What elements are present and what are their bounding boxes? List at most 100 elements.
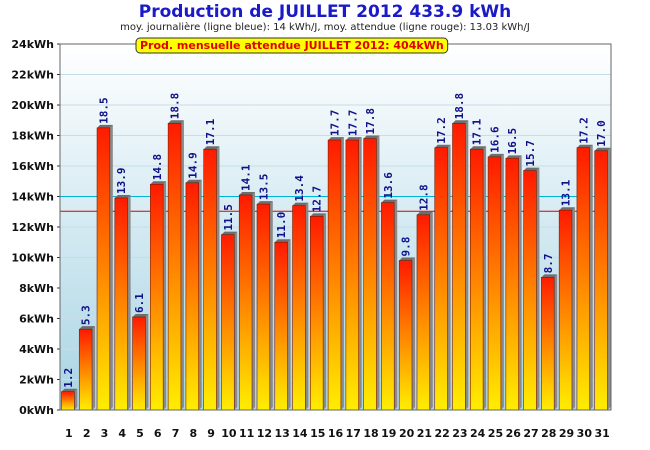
- data-labels: 1.2 5.3 18.5 13.9 6.1 14.8 18.8 14.9 17.1 11.5 14.…: [62, 93, 608, 388]
- data-label: 17.8: [364, 108, 377, 135]
- data-label: 15.7: [524, 140, 537, 167]
- bar-top: [328, 137, 344, 141]
- annotation-text: Prod. mensuelle attendue JUILLET 2012: 4…: [140, 39, 444, 52]
- bar: [274, 241, 288, 411]
- x-tick-label: 31: [594, 427, 609, 440]
- data-label: 5.3: [80, 305, 93, 325]
- bar-side: [109, 124, 113, 410]
- bar: [150, 184, 164, 411]
- bar-side: [340, 137, 344, 410]
- bar-top: [114, 195, 131, 199]
- x-tick-label: 21: [417, 427, 432, 440]
- x-tick-label: 2: [83, 427, 91, 440]
- x-tick-label: 13: [275, 427, 290, 440]
- bar-side: [447, 144, 451, 410]
- x-tick-label: 14: [292, 427, 308, 440]
- bar-side: [607, 147, 611, 410]
- bar-side: [305, 202, 309, 410]
- bar: [487, 156, 502, 411]
- chart-title: Production de JUILLET 2012 433.9 kWh: [138, 2, 512, 22]
- y-tick-label: 2kWh: [19, 374, 54, 387]
- annotation-box: [135, 37, 449, 54]
- x-tick-label: 29: [559, 427, 574, 440]
- data-label: 18.8: [453, 93, 466, 120]
- data-label: 17.7: [329, 110, 342, 137]
- data-label: 13.1: [560, 179, 573, 206]
- bar-top: [239, 191, 256, 195]
- y-tick-label: 18kWh: [11, 130, 54, 143]
- bar: [469, 148, 484, 411]
- bar: [167, 123, 182, 411]
- data-label: 12.7: [311, 186, 324, 213]
- bar-top: [416, 211, 433, 215]
- bar-side: [163, 181, 167, 410]
- x-tick-label: 23: [452, 427, 467, 440]
- data-label: 16.6: [488, 126, 501, 153]
- bar-side: [571, 207, 575, 410]
- bar-side: [589, 144, 593, 410]
- y-tick-label: 12kWh: [11, 221, 54, 234]
- bar-top: [97, 124, 113, 128]
- x-tick-label: 16: [328, 427, 344, 440]
- bars: [61, 120, 611, 411]
- bar-top: [61, 388, 78, 392]
- bar-top: [310, 213, 327, 217]
- y-tick-label: 14kWh: [11, 191, 54, 204]
- x-tick-label: 28: [541, 427, 556, 440]
- x-tick-label: 12: [257, 427, 272, 440]
- x-tick-label: 19: [381, 427, 396, 440]
- bar-side: [287, 239, 291, 410]
- bar-side: [234, 231, 238, 410]
- y-tick-label: 22kWh: [11, 69, 54, 82]
- bar-side: [145, 313, 149, 410]
- bar: [256, 203, 271, 411]
- bar: [505, 158, 519, 411]
- bar-side: [429, 211, 433, 410]
- data-label: 13.9: [115, 168, 128, 195]
- bar-top: [79, 326, 96, 330]
- data-label: 17.7: [346, 110, 359, 137]
- bar-top: [381, 199, 398, 203]
- data-label: 6.1: [133, 293, 146, 313]
- bar-side: [500, 153, 504, 410]
- x-tick-label: 26: [506, 427, 522, 440]
- bar-side: [465, 120, 469, 411]
- data-label: 12.8: [417, 184, 430, 211]
- data-label: 13.4: [293, 175, 306, 202]
- x-tick-label: 27: [523, 427, 538, 440]
- bar-top: [292, 202, 309, 206]
- bar: [381, 202, 395, 411]
- data-label: 14.8: [151, 154, 164, 181]
- bar: [132, 316, 146, 411]
- y-tick-label: 10kWh: [11, 252, 54, 265]
- bar: [114, 197, 128, 411]
- data-label: 17.2: [435, 117, 448, 144]
- bar-side: [92, 326, 96, 410]
- bar-top: [345, 137, 362, 141]
- bar: [61, 391, 75, 411]
- bar-top: [559, 207, 575, 211]
- x-tick-label: 20: [399, 427, 415, 440]
- bar-side: [74, 388, 78, 410]
- data-label: 17.2: [577, 117, 590, 144]
- bar-side: [518, 155, 522, 410]
- bar-side: [536, 167, 540, 410]
- data-label: 8.7: [542, 253, 555, 273]
- bar-top: [541, 274, 558, 278]
- bar: [238, 194, 253, 411]
- bar-top: [399, 257, 415, 261]
- bar: [327, 139, 342, 411]
- y-tick-label: 20kWh: [11, 99, 54, 112]
- bar-top: [257, 201, 273, 205]
- bar-top: [132, 313, 149, 317]
- bar: [558, 209, 573, 411]
- bar-top: [434, 144, 451, 148]
- bar-side: [269, 201, 273, 410]
- bar: [185, 182, 200, 411]
- data-label: 1.2: [62, 368, 75, 388]
- bar: [363, 138, 377, 411]
- x-tick-label: 6: [154, 427, 162, 440]
- x-tick-label: 11: [239, 427, 254, 440]
- data-label: 14.9: [186, 152, 199, 179]
